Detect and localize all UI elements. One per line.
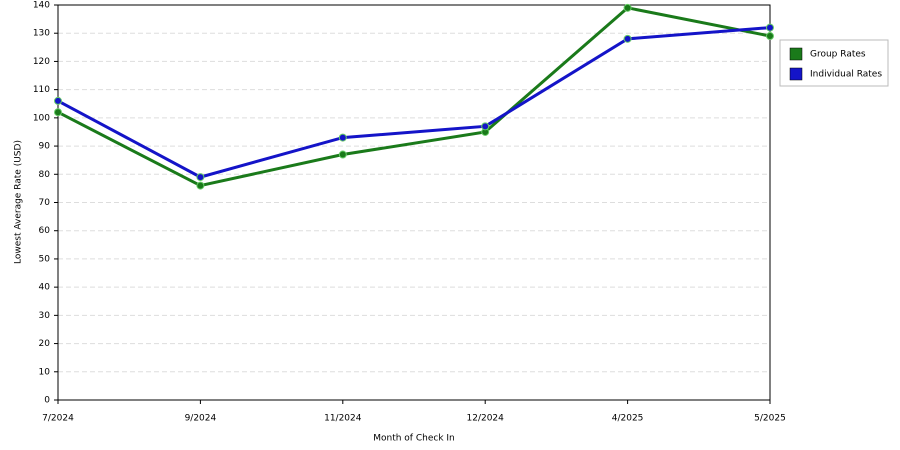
y-tick-label: 0: [44, 396, 50, 406]
data-point: [766, 23, 774, 32]
legend-label: Group Rates: [810, 50, 866, 60]
y-tick-label: 140: [33, 1, 50, 11]
data-point: [338, 133, 347, 142]
y-tick-label: 10: [39, 367, 51, 377]
plot-frame: [57, 4, 771, 401]
y-axis-label: Lowest Average Rate (USD): [14, 140, 24, 264]
series-line: [57, 26, 771, 179]
x-tick-label: 7/2024: [42, 414, 74, 424]
data-point: [196, 173, 205, 182]
y-tick-label: 70: [39, 198, 51, 208]
data-point: [481, 122, 490, 131]
data-point: [54, 96, 62, 105]
x-tick-label: 4/2025: [612, 414, 644, 424]
y-tick-label: 130: [33, 29, 50, 39]
y-tick-label: 80: [39, 170, 51, 180]
x-tick-label: 5/2025: [754, 414, 786, 424]
x-tick-label: 11/2024: [324, 414, 362, 424]
x-tick-label: 9/2024: [185, 414, 217, 424]
data-point: [623, 34, 632, 43]
y-tick-label: 60: [39, 226, 51, 236]
legend-label: Individual Rates: [810, 70, 882, 80]
y-tick-label: 100: [33, 113, 50, 123]
y-tick-label: 30: [39, 311, 51, 321]
data-point: [338, 150, 347, 159]
y-tick-label: 120: [33, 57, 50, 67]
x-axis-label: Month of Check In: [373, 434, 455, 444]
data-point: [196, 181, 205, 190]
y-tick-label: 110: [33, 85, 50, 95]
data-point: [623, 3, 632, 12]
data-point: [54, 108, 62, 117]
y-tick-label: 50: [39, 254, 51, 264]
y-tick-label: 40: [39, 283, 51, 293]
y-tick-label: 20: [39, 339, 51, 349]
y-tick-label: 90: [39, 142, 51, 152]
data-point: [766, 32, 774, 41]
series-line: [57, 6, 771, 188]
legend-swatch: [789, 47, 803, 61]
legend-swatch: [789, 67, 803, 81]
x-tick-label: 12/2024: [467, 414, 505, 424]
